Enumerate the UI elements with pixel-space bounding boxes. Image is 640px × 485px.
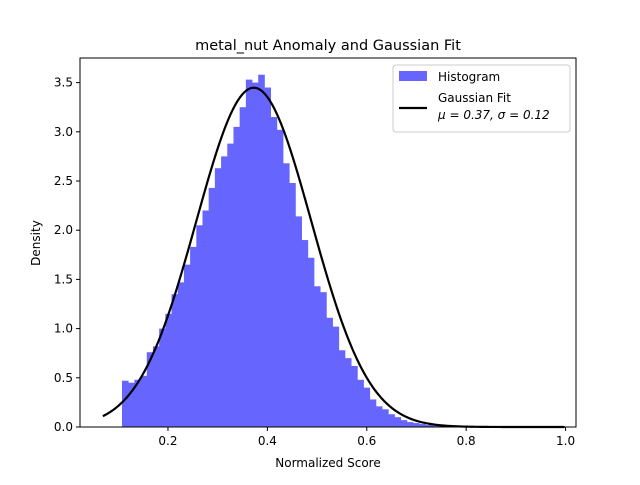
- y-tick-label: 1.0: [54, 322, 73, 336]
- histogram-bar: [277, 130, 284, 427]
- histogram-bar: [184, 265, 191, 427]
- histogram-bar: [240, 107, 247, 427]
- histogram-bar: [153, 346, 160, 427]
- histogram-bar: [413, 423, 420, 427]
- histogram-bar: [364, 388, 371, 427]
- legend: Histogram Gaussian Fit μ = 0.37, σ = 0.1…: [393, 65, 570, 132]
- histogram-bar: [351, 366, 358, 427]
- chart-title: metal_nut Anomaly and Gaussian Fit: [195, 38, 461, 54]
- y-tick-label: 3.0: [54, 125, 73, 139]
- histogram-bar: [289, 183, 296, 427]
- legend-histogram-swatch: [399, 71, 427, 81]
- y-axis-label: Density: [29, 220, 43, 266]
- y-tick-label: 0.0: [54, 420, 73, 434]
- histogram-bar: [141, 376, 148, 427]
- histogram-bar: [271, 117, 278, 427]
- histogram-bar: [165, 314, 172, 427]
- histogram-bar: [302, 240, 309, 427]
- histogram-bar: [227, 144, 234, 427]
- histogram-bar: [172, 294, 179, 427]
- histogram-bar: [314, 286, 321, 427]
- histogram-bar: [203, 211, 210, 427]
- histogram-bar: [122, 381, 129, 427]
- x-tick-label: 0.8: [457, 434, 476, 448]
- legend-gaussian-params: μ = 0.37, σ = 0.12: [437, 108, 550, 122]
- histogram-bar: [283, 163, 290, 427]
- histogram-bar: [190, 247, 197, 427]
- legend-gaussian-label: Gaussian Fit: [438, 91, 511, 105]
- histogram-bar: [376, 406, 383, 427]
- histogram-bar: [370, 399, 377, 427]
- histogram-bar: [178, 282, 185, 427]
- histogram-bar: [159, 329, 166, 427]
- histogram-bar: [215, 168, 222, 427]
- histogram-bar: [357, 380, 364, 427]
- x-axis-label: Normalized Score: [275, 456, 380, 470]
- x-tick-label: 0.2: [158, 434, 177, 448]
- histogram-bar: [394, 417, 401, 427]
- histogram-bar: [382, 409, 389, 427]
- histogram-bar: [233, 127, 240, 427]
- y-tick-label: 3.5: [54, 76, 73, 90]
- histogram-bar: [209, 188, 216, 427]
- x-tick-label: 1.0: [556, 434, 575, 448]
- y-tick-label: 2.0: [54, 223, 73, 237]
- histogram-bar: [264, 88, 271, 427]
- x-tick-label: 0.4: [258, 434, 277, 448]
- histogram-bar: [258, 75, 265, 427]
- histogram-bar: [246, 80, 253, 427]
- histogram-bar: [252, 83, 259, 427]
- y-tick-label: 1.5: [54, 272, 73, 286]
- y-tick-label: 2.5: [54, 174, 73, 188]
- histogram-bar: [308, 258, 315, 427]
- legend-histogram-label: Histogram: [438, 70, 500, 84]
- histogram-bar: [339, 350, 346, 427]
- histogram-bar: [345, 358, 352, 427]
- histogram-bar: [388, 414, 395, 427]
- x-tick-label: 0.6: [357, 434, 376, 448]
- histogram-bar: [320, 292, 327, 427]
- histogram-bar: [196, 225, 203, 427]
- histogram-bar: [221, 156, 228, 427]
- histogram-bar: [333, 327, 340, 427]
- y-tick-label: 0.5: [54, 371, 73, 385]
- histogram-bar: [401, 420, 408, 427]
- histogram-bar: [326, 318, 333, 427]
- histogram-bar: [407, 422, 414, 427]
- histogram-bar: [295, 216, 302, 427]
